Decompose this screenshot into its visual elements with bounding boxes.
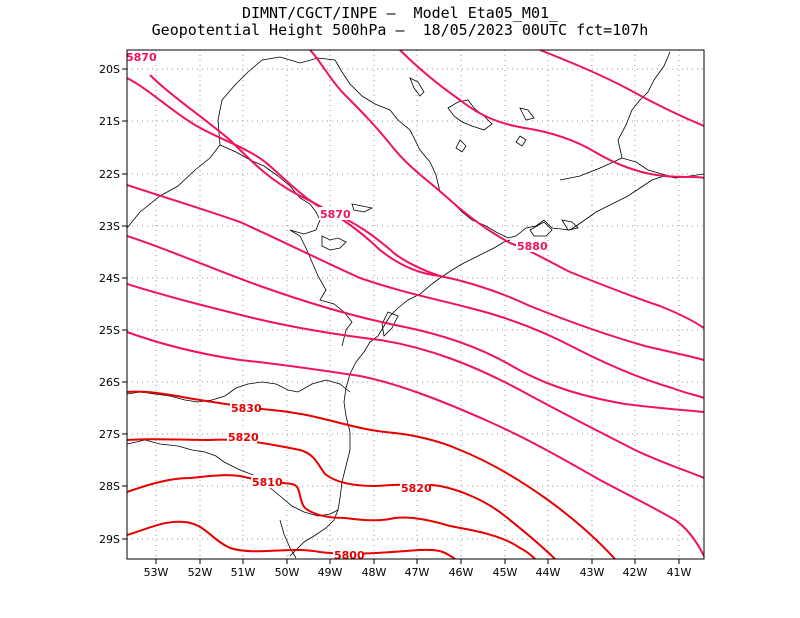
lat-label: 28S xyxy=(99,480,120,493)
contour-label: 5810 xyxy=(252,476,283,489)
contour-label: 5880 xyxy=(517,240,548,253)
lon-label: 44W xyxy=(536,566,561,579)
lon-label: 47W xyxy=(405,566,430,579)
lon-label: 50W xyxy=(275,566,300,579)
lon-label: 43W xyxy=(580,566,605,579)
contour-label: 5870 xyxy=(320,208,351,221)
lon-label: 49W xyxy=(318,566,343,579)
contour-label: 5870 xyxy=(126,51,157,64)
lat-label: 24S xyxy=(99,272,120,285)
lat-label: 20S xyxy=(99,63,120,76)
contour-label: 5820 xyxy=(401,482,432,495)
lat-label: 26S xyxy=(99,376,120,389)
magenta-contours xyxy=(127,50,704,557)
lat-label: 27S xyxy=(99,428,120,441)
lat-label: 29S xyxy=(99,533,120,546)
map-title-line2: Geopotential Height 500hPa – 18/05/2023 … xyxy=(151,21,649,39)
contour-label: 5800 xyxy=(334,549,365,562)
map-frame xyxy=(126,49,705,560)
lon-label: 52W xyxy=(188,566,213,579)
lon-label: 42W xyxy=(623,566,648,579)
lon-label: 45W xyxy=(493,566,518,579)
grid-lines xyxy=(127,50,704,559)
lon-label: 51W xyxy=(231,566,256,579)
contour-label: 5830 xyxy=(231,402,262,415)
lon-label: 48W xyxy=(362,566,387,579)
map-title-line1: DIMNT/CGCT/INPE – Model Eta05_M01_ xyxy=(241,4,559,22)
lon-label: 53W xyxy=(144,566,169,579)
lat-label: 23S xyxy=(99,220,120,233)
axis-ticks xyxy=(122,68,680,564)
lon-label: 46W xyxy=(449,566,474,579)
lat-label: 22S xyxy=(99,168,120,181)
contour-label: 5820 xyxy=(228,431,259,444)
lat-label: 25S xyxy=(99,324,120,337)
lat-label: 21S xyxy=(99,115,120,128)
lon-label: 41W xyxy=(667,566,692,579)
red-contours xyxy=(127,390,616,559)
